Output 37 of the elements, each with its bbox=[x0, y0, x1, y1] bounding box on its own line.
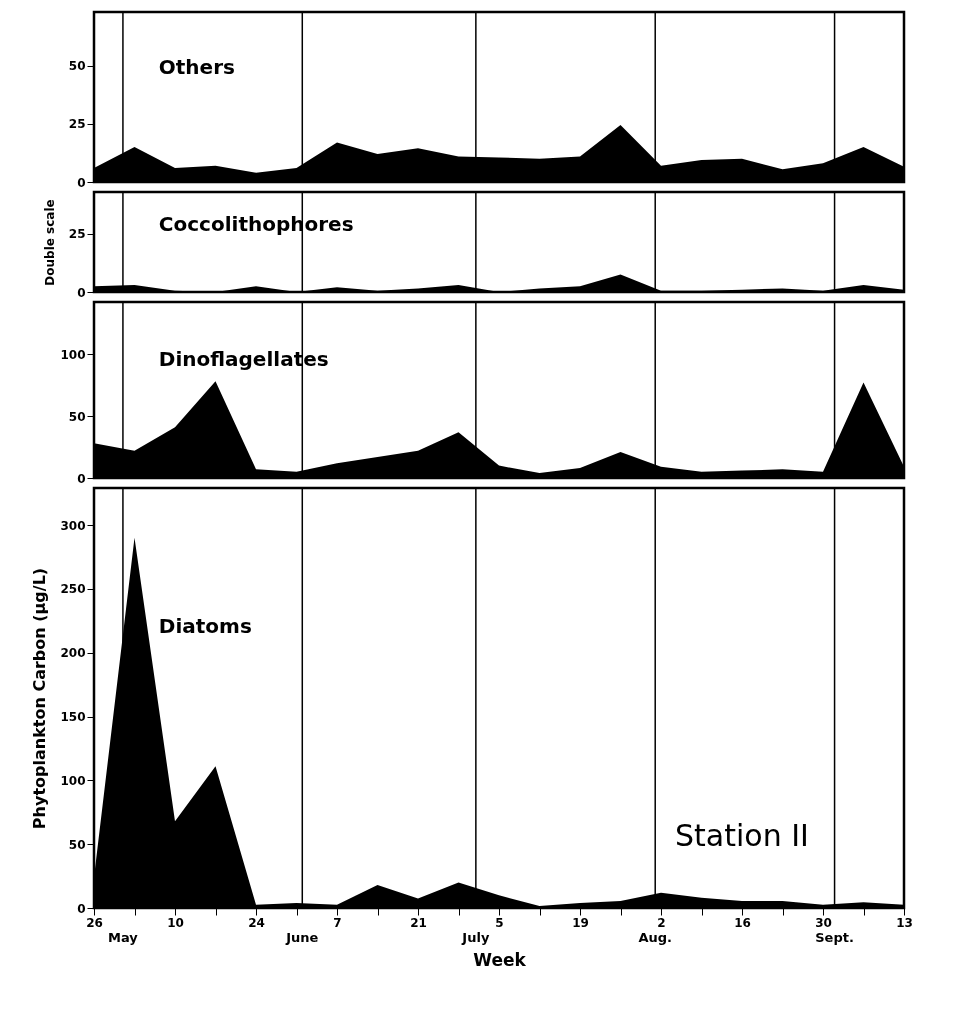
y-tick-label: 150 bbox=[60, 710, 86, 725]
y-tick-label: 0 bbox=[77, 471, 86, 486]
ref-line-label: Aug. bbox=[638, 930, 672, 945]
y-tick-label: 25 bbox=[68, 227, 86, 242]
x-tick-label: 26 bbox=[86, 915, 103, 930]
ref-line-label: July bbox=[461, 930, 490, 945]
y-tick-label: 250 bbox=[60, 582, 86, 597]
x-tick-label: 10 bbox=[167, 915, 184, 930]
y-axis-title: Phytoplankton Carbon (μg/L) bbox=[30, 567, 50, 830]
y-tick-label: 100 bbox=[60, 773, 86, 788]
y-tick-label: 50 bbox=[68, 837, 86, 852]
y-tick-label: 100 bbox=[60, 347, 86, 362]
y-tick-label: 300 bbox=[60, 518, 86, 533]
series-label: Diatoms bbox=[158, 613, 252, 638]
x-tick-label: 7 bbox=[333, 915, 342, 930]
y-tick-label: 0 bbox=[77, 285, 86, 300]
x-tick-label: 5 bbox=[495, 915, 504, 930]
x-tick-label: 13 bbox=[896, 915, 913, 930]
ref-line-label: May bbox=[108, 930, 139, 945]
y-tick-label: 200 bbox=[60, 646, 86, 661]
x-tick-label: 2 bbox=[657, 915, 666, 930]
ref-line-label: Sept. bbox=[815, 930, 854, 945]
ref-line-label: June bbox=[285, 930, 319, 945]
x-tick-label: 21 bbox=[410, 915, 427, 930]
x-tick-label: 24 bbox=[248, 915, 265, 930]
y-tick-label: 50 bbox=[68, 59, 86, 74]
text: Others bbox=[158, 55, 235, 80]
x-tick-label: 16 bbox=[734, 915, 751, 930]
x-tick-label: 30 bbox=[815, 915, 832, 930]
y-tick-label: 0 bbox=[77, 175, 86, 190]
x-tick-label: 19 bbox=[572, 915, 589, 930]
y-tick-label: 25 bbox=[68, 117, 86, 132]
annotation: Station II bbox=[675, 817, 809, 853]
y-axis-title: Double scale bbox=[42, 199, 57, 286]
x-axis-title: Week bbox=[473, 949, 527, 970]
y-tick-label: 50 bbox=[68, 409, 86, 424]
y-tick-label: 0 bbox=[77, 901, 86, 916]
